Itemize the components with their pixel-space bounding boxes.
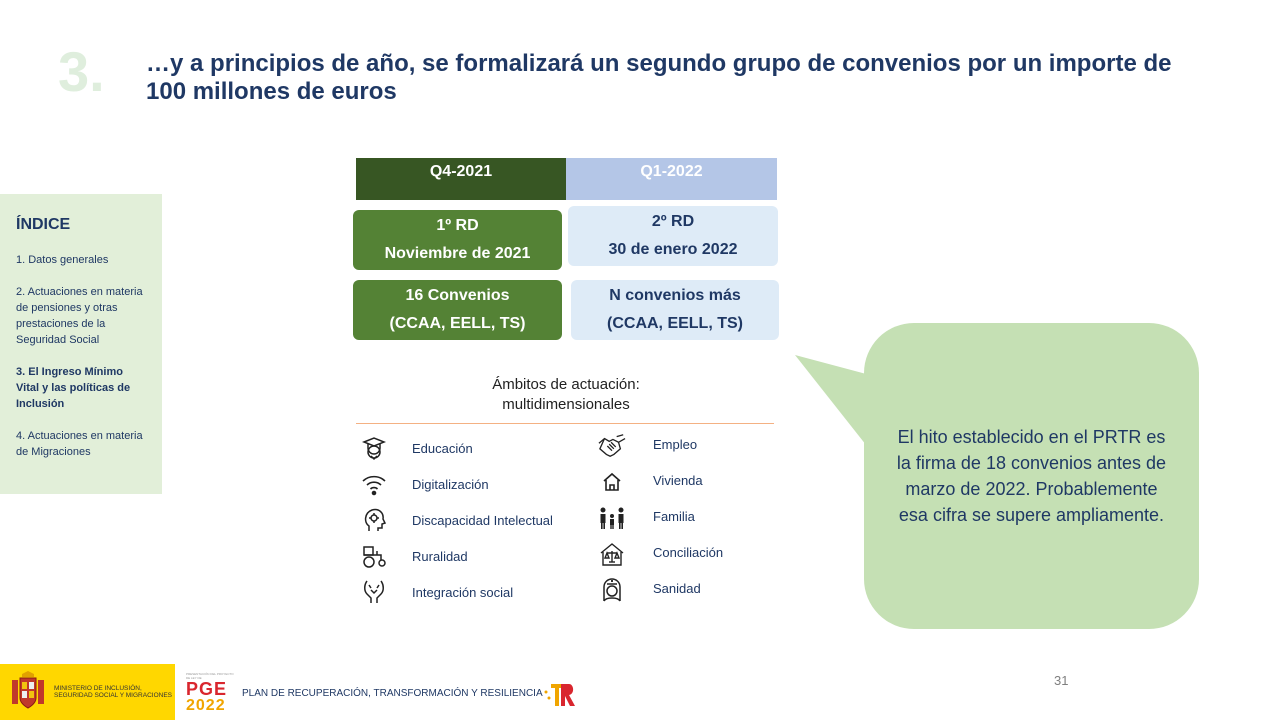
- ambitos-divider: [356, 423, 774, 424]
- ambito-integracion: Integración social: [360, 578, 513, 606]
- head-gear-icon: [360, 506, 388, 534]
- index-item-1[interactable]: 1. Datos generales: [16, 254, 109, 266]
- ambito-label: Vivienda: [653, 473, 703, 488]
- callout-text: El hito establecido en el PRTR es la fir…: [896, 427, 1167, 525]
- callout-tail: [795, 355, 870, 450]
- callout-bubble: El hito establecido en el PRTR es la fir…: [864, 323, 1199, 629]
- ambito-label: Sanidad: [653, 581, 701, 596]
- family-icon: [598, 504, 626, 532]
- coat-of-arms-icon: [12, 671, 44, 709]
- house-icon: [598, 468, 626, 496]
- convenios1-entities: (CCAA, EELL, TS): [389, 315, 526, 332]
- header-q1-2022: Q1-2022: [566, 158, 777, 200]
- ambito-ruralidad: Ruralidad: [360, 542, 468, 570]
- ambito-label: Integración social: [412, 585, 514, 600]
- ambito-vivienda: Vivienda: [598, 468, 703, 496]
- section-number: 3.: [58, 40, 105, 103]
- ambito-label: Familia: [653, 509, 695, 524]
- header-q4-2021: Q4-2021: [356, 158, 566, 200]
- ambito-familia: Familia: [598, 504, 695, 532]
- ambito-label: Conciliación: [653, 545, 724, 560]
- ambito-label: Digitalización: [412, 477, 489, 492]
- ambito-sanidad: Sanidad: [598, 576, 701, 604]
- rd2-box: 2º RD 30 de enero 2022: [568, 206, 778, 266]
- pge-caption: PRESENTACIÓN DEL PROYECTO DE LEY DE: [186, 672, 234, 680]
- index-item-3[interactable]: 3. El Ingreso Mínimo Vital y las polític…: [16, 366, 131, 410]
- convenios2-count: N convenios más: [609, 287, 741, 304]
- ambito-label: Empleo: [653, 437, 698, 452]
- hands-icon: [360, 578, 388, 606]
- handshake-icon: [598, 432, 626, 460]
- ambito-label: Educación: [412, 441, 473, 456]
- ministry-logo: MINISTERIO DE INCLUSIÓN, SEGURIDAD SOCIA…: [0, 664, 175, 720]
- rd1-title: 1º RD: [436, 217, 479, 234]
- ministry-name: MINISTERIO DE INCLUSIÓN, SEGURIDAD SOCIA…: [54, 685, 172, 699]
- house-scale-icon: [598, 540, 626, 568]
- convenios2-box: N convenios más (CCAA, EELL, TS): [571, 280, 779, 340]
- slide-title: …y a principios de año, se formalizará u…: [146, 50, 1172, 105]
- rd1-box: 1º RD Noviembre de 2021: [353, 210, 562, 270]
- ambito-empleo: Empleo: [598, 432, 697, 460]
- convenios1-box: 16 Convenios (CCAA, EELL, TS): [353, 280, 562, 340]
- index-item-4[interactable]: 4. Actuaciones en materia de Migraciones: [16, 430, 143, 458]
- pge-text: PGE: [186, 679, 228, 699]
- ambitos-title: Ámbitos de actuación: multidimensionales: [492, 376, 640, 413]
- plan-text: PLAN DE RECUPERACIÓN, TRANSFORMACIÓN Y R…: [242, 688, 543, 699]
- ambito-label: Ruralidad: [412, 549, 468, 564]
- prtr-logo-icon: [544, 684, 575, 706]
- rd2-date: 30 de enero 2022: [608, 241, 738, 258]
- rd2-title: 2º RD: [651, 213, 695, 230]
- wifi-icon: [360, 470, 388, 498]
- index-item-2[interactable]: 2. Actuaciones en materia de pensiones y…: [16, 286, 143, 346]
- index-heading: ÍNDICE: [16, 216, 71, 233]
- graduate-icon: [360, 434, 388, 462]
- rd1-date: Noviembre de 2021: [384, 245, 531, 262]
- tractor-icon: [360, 542, 388, 570]
- ambito-discapacidad: Discapacidad Intelectual: [360, 506, 553, 534]
- convenios2-entities: (CCAA, EELL, TS): [607, 315, 743, 332]
- ambito-educacion: Educación: [360, 434, 473, 462]
- page-number: 31: [1054, 673, 1069, 688]
- convenios1-count: 16 Convenios: [405, 287, 510, 304]
- nurse-icon: [598, 576, 626, 604]
- ambito-digitalizacion: Digitalización: [360, 470, 489, 498]
- ambito-conciliacion: Conciliación: [598, 540, 723, 568]
- pge-year: 2022: [186, 697, 226, 714]
- ambito-label: Discapacidad Intelectual: [412, 513, 553, 528]
- pge-logo: PRESENTACIÓN DEL PROYECTO DE LEY DE PGE …: [186, 672, 234, 716]
- index-panel: ÍNDICE 1. Datos generales 2. Actuaciones…: [0, 194, 162, 494]
